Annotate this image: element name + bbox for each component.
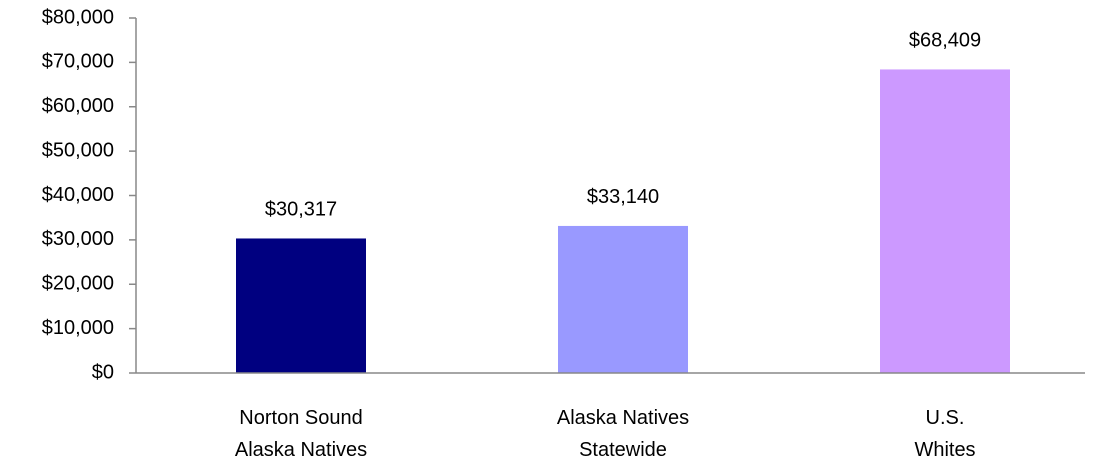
bar xyxy=(558,225,688,373)
bar xyxy=(880,69,1010,373)
y-tick-label: $50,000 xyxy=(42,139,114,161)
bar xyxy=(236,238,366,373)
y-tick-label: $70,000 xyxy=(42,51,114,73)
value-label: $33,140 xyxy=(587,186,659,208)
y-tick-label: $40,000 xyxy=(42,184,114,206)
value-label: $30,317 xyxy=(265,199,337,221)
y-tick-label: $30,000 xyxy=(42,228,114,250)
x-tick-label: U.S. Whites xyxy=(914,407,976,461)
value-label: $68,409 xyxy=(909,30,981,52)
y-tick-label: $20,000 xyxy=(42,273,114,295)
y-tick-label: $0 xyxy=(92,361,114,383)
x-tick-label: Alaska Natives Statewide xyxy=(556,407,690,461)
y-tick-label: $80,000 xyxy=(42,6,114,28)
y-tick-label: $60,000 xyxy=(42,95,114,117)
x-tick-label: Norton Sound Alaska Natives xyxy=(234,407,368,461)
y-tick-label: $10,000 xyxy=(42,317,114,339)
